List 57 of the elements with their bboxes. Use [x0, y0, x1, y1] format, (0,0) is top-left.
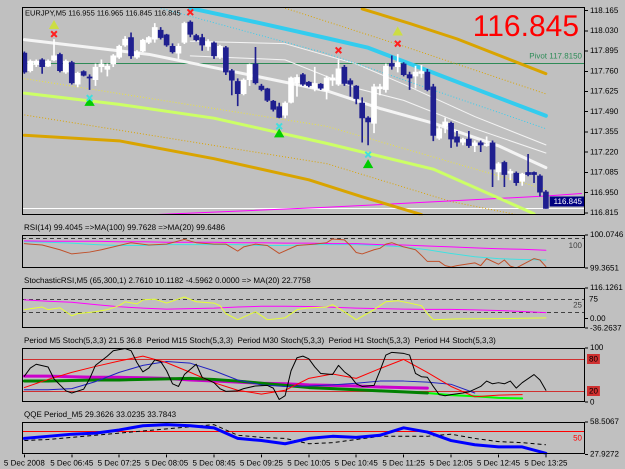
ref-line-label: 20	[589, 386, 598, 396]
ref-line-label: 116.845	[554, 197, 583, 206]
point	[274, 129, 284, 138]
chart-title: QQE Period_M5 29.3626 33.0235 33.7843	[24, 410, 177, 420]
ref-line-label: 80	[589, 354, 598, 364]
point	[186, 8, 194, 16]
candlestick	[86, 74, 92, 90]
y-tick-label: 117.895	[590, 46, 619, 56]
point	[334, 46, 342, 54]
x-tick-label: 5 Dec 13:25	[524, 458, 568, 468]
y-tick-label: -36.2637	[590, 323, 622, 332]
y-tick-label: 117.760	[590, 66, 619, 76]
x-tick-label: 5 Dec 11:25	[382, 458, 426, 468]
y-tick-label: 117.220	[590, 147, 619, 156]
point	[364, 150, 372, 158]
y-tick-label: 27.9272	[590, 450, 620, 459]
point	[50, 30, 58, 38]
x-tick-label: 5 Dec 12:05	[429, 458, 474, 468]
x-tick-label: 5 Dec 10:45	[334, 458, 378, 468]
point	[393, 27, 402, 36]
y-tick-label: 116.1261	[590, 283, 624, 292]
chart-title: Period M5 Stoch(5,3,3) 21.5 36.8 Period M15 Stoch(5,3,3) Period M30 Stoch(5,3,3) Period H1 Stoch(5,3,3) Period H4 Stoch(5,3,3)	[24, 336, 496, 346]
ref-line-label: Pivot 117.8150	[529, 52, 583, 61]
x-tick-label: 5 Dec 10:05	[287, 458, 331, 468]
y-tick-label: 100.0746	[590, 230, 624, 240]
point	[364, 160, 373, 168]
x-tick-label: 5 Dec 12:45	[476, 458, 521, 468]
ref-line-label: 50	[573, 434, 583, 443]
y-tick-label: 117.490	[590, 106, 619, 116]
chart-title: StochasticRSI,M5 (65,300,1) 2.7610 10.1182 -4.5962 0.0000 => MA(20) 22.7758	[24, 276, 312, 286]
y-tick-label: 0.00	[590, 314, 606, 323]
y-tick-label: 99.3651	[590, 263, 620, 272]
ref-line-label: 75	[589, 294, 598, 304]
y-tick-label: 100	[590, 343, 604, 352]
y-tick-label: 116.950	[590, 188, 619, 197]
y-tick-label: 117.625	[590, 86, 619, 96]
y-tick-label: 118.030	[590, 26, 619, 35]
point	[86, 94, 94, 102]
y-tick-label: 0	[590, 397, 595, 406]
x-tick-label: 5 Dec 09:25	[240, 458, 284, 468]
point	[50, 20, 58, 29]
x-tick-label: 5 Dec 08:45	[192, 458, 236, 468]
y-tick-label: 118.165	[590, 6, 619, 15]
x-tick-label: 5 Dec 2008	[4, 458, 46, 468]
ref-line-label: 100	[568, 241, 583, 250]
x-tick-label: 5 Dec 08:05	[145, 458, 189, 468]
y-tick-label: 116.815	[590, 208, 619, 218]
point	[275, 122, 284, 130]
point	[394, 40, 402, 48]
y-tick-label: 58.5067	[590, 417, 620, 426]
y-tick-label: 117.085	[590, 168, 619, 177]
x-tick-label: 5 Dec 07:25	[98, 458, 142, 468]
x-tick-label: 5 Dec 06:45	[50, 458, 94, 468]
ref-line-label: 25	[573, 300, 583, 310]
chart-title: RSI(14) 99.4045 =>MA(100) 99.7628 =>MA(20) 99.6486	[24, 223, 226, 232]
y-tick-label: 117.355	[590, 127, 619, 136]
annotation: 116.845	[472, 10, 579, 44]
